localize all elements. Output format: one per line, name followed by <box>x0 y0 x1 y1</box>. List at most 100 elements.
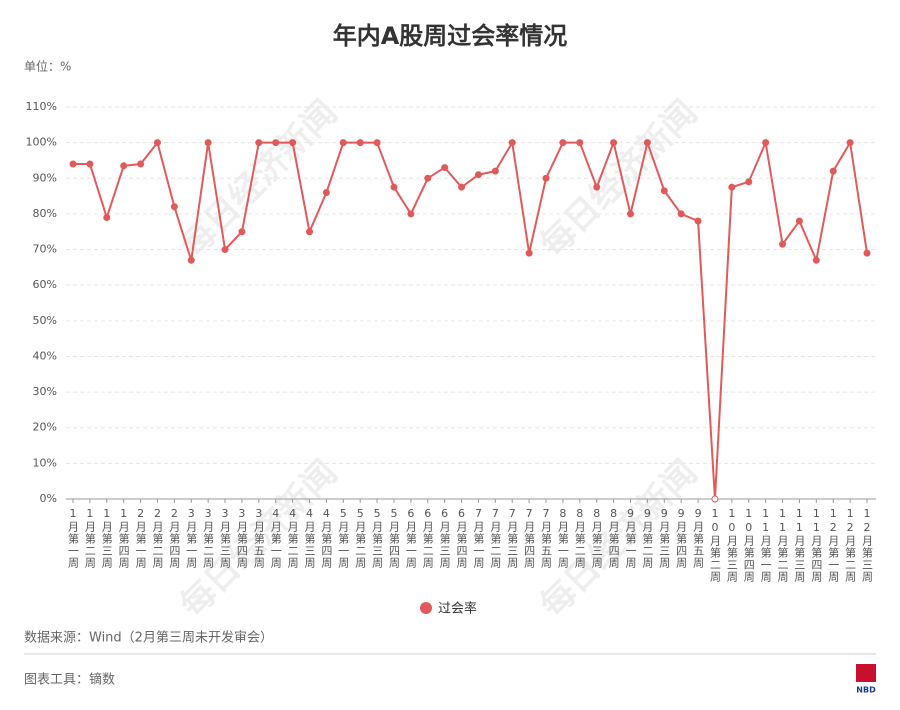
y-tick-label: 60% <box>33 278 57 291</box>
point <box>306 228 314 236</box>
point <box>373 139 381 147</box>
x-tick-label: 5月第四周 <box>387 507 400 569</box>
x-tick-label: 11月第三周 <box>793 507 806 583</box>
x-tick-label: 12月第三周 <box>861 507 874 583</box>
source: 数据来源：Wind（2月第三周未开发审会） <box>24 630 273 646</box>
point <box>474 171 482 179</box>
x-tick-label: 7月第三周 <box>506 507 519 569</box>
y-tick-label: 110% <box>26 100 57 113</box>
point <box>863 249 871 257</box>
x-tick-label: 2月第一周 <box>134 507 147 569</box>
unit-label: 单位：% <box>24 59 71 74</box>
x-tick-label: 6月第一周 <box>404 507 417 569</box>
x-tick-label: 8月第一周 <box>556 507 569 569</box>
x-tick-label: 4月第三周 <box>303 507 316 569</box>
point <box>694 217 702 225</box>
point <box>711 495 719 503</box>
point <box>153 139 161 147</box>
point <box>728 183 736 191</box>
watermark: 每日经济新闻 <box>173 93 346 266</box>
point <box>103 213 111 221</box>
point <box>626 210 634 218</box>
x-tick-label: 3月第一周 <box>185 507 198 569</box>
point <box>542 174 550 182</box>
point <box>458 183 466 191</box>
x-tick-label: 6月第二周 <box>421 507 434 569</box>
x-tick-label: 6月第四周 <box>455 507 468 569</box>
x-tick-label: 7月第一周 <box>472 507 485 569</box>
x-tick-label: 10月第四周 <box>742 507 755 583</box>
x-tick-label: 8月第三周 <box>590 507 603 569</box>
legend-label: 过会率 <box>438 601 477 617</box>
point <box>660 187 668 195</box>
point <box>559 139 567 147</box>
point <box>356 139 364 147</box>
logo: NBD <box>856 686 876 695</box>
x-tick-label: 5月第二周 <box>354 507 367 569</box>
point <box>795 217 803 225</box>
x-tick-label: 4月第四周 <box>320 507 333 569</box>
legend-marker <box>420 602 432 614</box>
y-tick-label: 0% <box>40 492 57 505</box>
x-tick-label: 7月第四周 <box>523 507 536 569</box>
point <box>846 139 854 147</box>
y-tick-label: 20% <box>33 421 57 434</box>
x-tick-label: 9月第二周 <box>641 507 654 569</box>
x-tick-label: 10月第三周 <box>725 507 738 583</box>
x-tick-label: 1月第二周 <box>83 507 96 569</box>
x-tick-label: 7月第二周 <box>489 507 502 569</box>
x-tick-label: 8月第四周 <box>607 507 620 569</box>
y-tick-label: 80% <box>33 207 57 220</box>
x-tick-label: 3月第二周 <box>202 507 215 569</box>
point <box>289 139 297 147</box>
point <box>272 139 280 147</box>
x-tick-label: 4月第一周 <box>269 507 282 569</box>
point <box>677 210 685 218</box>
y-tick-label: 100% <box>26 136 57 149</box>
point <box>339 139 347 147</box>
x-tick-label: 2月第二周 <box>151 507 164 569</box>
point <box>137 160 145 168</box>
point <box>69 160 77 168</box>
x-tick-label: 11月第二周 <box>776 507 789 583</box>
chart-title: 年内A股周过会率情况 <box>333 22 568 50</box>
x-tick-label: 12月第一周 <box>827 507 840 583</box>
watermark: 每日经济新闻 <box>533 93 706 266</box>
point <box>525 249 533 257</box>
point <box>829 167 837 175</box>
x-tick-label: 2月第四周 <box>168 507 181 569</box>
x-tick-label: 5月第三周 <box>371 507 384 569</box>
point <box>576 139 584 147</box>
point <box>762 139 770 147</box>
y-tick-label: 40% <box>33 349 57 362</box>
x-tick-label: 1月第一周 <box>67 507 80 569</box>
point <box>407 210 415 218</box>
x-tick-label: 3月第四周 <box>235 507 248 569</box>
y-tick-label: 50% <box>33 314 57 327</box>
point <box>221 246 229 254</box>
point <box>745 178 753 186</box>
x-tick-label: 11月第一周 <box>759 507 772 583</box>
point <box>238 228 246 236</box>
x-tick-label: 9月第五周 <box>692 507 705 569</box>
point <box>441 164 449 172</box>
point <box>120 162 128 170</box>
x-tick-label: 1月第四周 <box>117 507 130 569</box>
tool: 图表工具：镝数 <box>24 672 115 688</box>
x-tick-label: 4月第二周 <box>286 507 299 569</box>
point <box>322 189 330 197</box>
x-tick-label: 12月第二周 <box>844 507 857 583</box>
point <box>255 139 263 147</box>
point <box>187 256 195 264</box>
x-tick-label: 9月第一周 <box>624 507 637 569</box>
point <box>508 139 516 147</box>
point <box>390 183 398 191</box>
y-tick-label: 90% <box>33 171 57 184</box>
x-tick-label: 3月第三周 <box>219 507 232 569</box>
x-tick-label: 8月第二周 <box>573 507 586 569</box>
x-tick-label: 1月第三周 <box>100 507 113 569</box>
logo-icon <box>856 664 876 682</box>
point <box>643 139 651 147</box>
x-tick-label: 5月第一周 <box>337 507 350 569</box>
